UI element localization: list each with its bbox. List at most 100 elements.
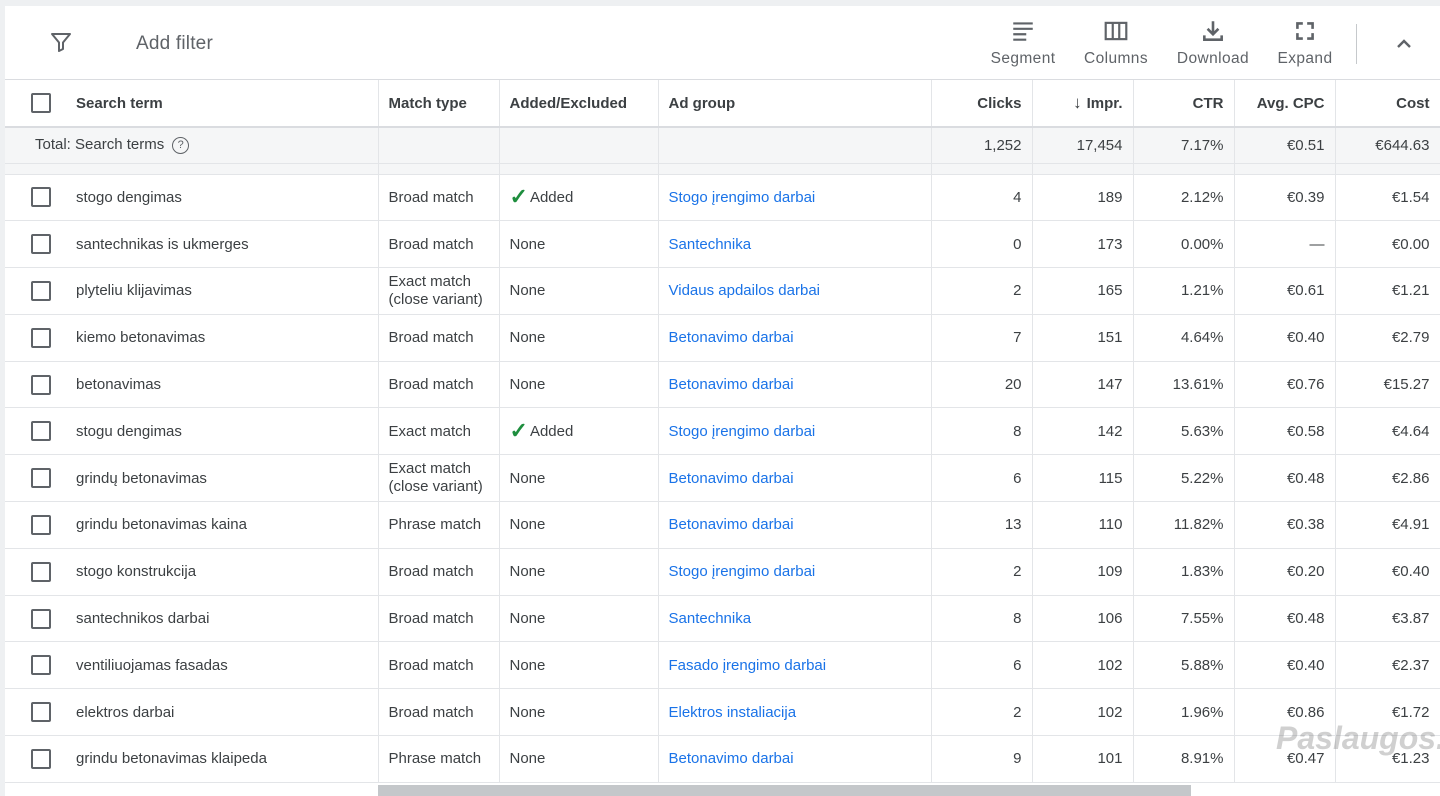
row-checkbox[interactable] (31, 608, 51, 629)
row-select-cell[interactable] (5, 220, 66, 269)
added-excluded-cell[interactable]: None (499, 501, 659, 549)
ad-group-link[interactable]: Betonavimo darbai (668, 376, 794, 394)
ad-group-link[interactable]: Vidaus apdailos darbai (668, 282, 821, 300)
row-select-cell[interactable] (5, 454, 66, 503)
row-checkbox[interactable] (31, 655, 51, 676)
row-checkbox[interactable] (31, 280, 51, 301)
added-excluded-cell[interactable]: None (499, 314, 659, 362)
avg-cpc-cell: €0.38 (1234, 501, 1336, 549)
column-header-cost[interactable]: Cost (1335, 80, 1440, 128)
table-row[interactable]: grindu betonavimas klaipeda Phrase match N… (5, 735, 1440, 783)
table-row[interactable]: stogo konstrukcija Broad match None Stogo į… (5, 548, 1440, 596)
search-term-cell: grindų betonavimas (66, 454, 379, 503)
row-select-cell[interactable] (5, 174, 66, 222)
table-row[interactable]: elektros darbai Broad match None Elektros i… (5, 688, 1440, 737)
row-select-cell[interactable] (5, 595, 66, 643)
avg-cpc-cell: €0.61 (1234, 267, 1336, 315)
row-select-cell[interactable] (5, 688, 66, 737)
help-icon[interactable]: ? (172, 137, 190, 155)
table-row[interactable]: santechnikas is ukmerges Broad match None S… (5, 220, 1440, 269)
row-select-cell[interactable] (5, 267, 66, 315)
match-type-cell: Exact match (close variant) (378, 454, 500, 503)
ad-group-link[interactable]: Santechnika (668, 610, 752, 628)
filter-icon[interactable] (49, 30, 73, 54)
row-checkbox[interactable] (31, 327, 51, 348)
column-header-ad-group[interactable]: Ad group (658, 80, 932, 128)
download-label: Download (1176, 50, 1250, 67)
row-checkbox[interactable] (31, 187, 51, 208)
row-select-cell[interactable] (5, 641, 66, 690)
added-excluded-cell[interactable]: None (499, 641, 659, 690)
table-row[interactable]: kiemo betonavimas Broad match None Betonavi… (5, 314, 1440, 362)
ad-group-link[interactable]: Betonavimo darbai (668, 469, 794, 487)
column-header-avg-cpc[interactable]: Avg. CPC (1234, 80, 1336, 128)
added-excluded-cell[interactable]: None (499, 735, 659, 783)
column-header-ctr[interactable]: CTR (1133, 80, 1235, 128)
segment-button[interactable]: Segment (990, 18, 1056, 74)
row-checkbox[interactable] (31, 702, 51, 723)
added-excluded-cell[interactable]: None (499, 595, 659, 643)
table-row[interactable]: grindų betonavimas Exact match (close var… (5, 454, 1440, 503)
column-header-impr[interactable]: ↓ Impr. (1032, 80, 1134, 128)
avg-cpc-cell: €0.86 (1234, 688, 1336, 737)
status-label: None (509, 563, 546, 581)
added-excluded-cell[interactable]: None (499, 220, 659, 269)
table-row[interactable]: santechnikos darbai Broad match None Santec… (5, 595, 1440, 643)
ad-group-link[interactable]: Santechnika (668, 235, 752, 253)
search-term-cell: santechnikas is ukmerges (66, 220, 379, 269)
column-header-added-excluded[interactable]: Added/Excluded (499, 80, 659, 128)
row-checkbox[interactable] (31, 514, 51, 535)
row-select-cell[interactable] (5, 407, 66, 456)
table-row[interactable]: stogo dengimas Broad match ✓ Added Stogo įre… (5, 174, 1440, 222)
ad-group-link[interactable]: Fasado įrengimo darbai (668, 656, 827, 674)
ad-group-link[interactable]: Betonavimo darbai (668, 516, 794, 534)
spacer-row (5, 163, 1440, 175)
row-select-cell[interactable] (5, 548, 66, 596)
row-select-cell[interactable] (5, 735, 66, 783)
row-select-cell[interactable] (5, 501, 66, 549)
added-excluded-cell[interactable]: None (499, 688, 659, 737)
download-button[interactable]: Download (1175, 18, 1251, 74)
table-row[interactable]: plyteliu klijavimas Exact match (close va… (5, 267, 1440, 315)
ad-group-link[interactable]: Stogo įrengimo darbai (668, 188, 816, 206)
row-checkbox[interactable] (31, 748, 51, 769)
match-type-cell: Broad match (378, 688, 500, 737)
avg-cpc-cell: €0.76 (1234, 361, 1336, 409)
impr-cell: 165 (1032, 267, 1134, 315)
added-excluded-cell[interactable]: None (499, 454, 659, 503)
table-row[interactable]: betonavimas Broad match None Betonavimo dar… (5, 361, 1440, 409)
ad-group-link[interactable]: Stogo įrengimo darbai (668, 422, 816, 440)
row-checkbox[interactable] (31, 234, 51, 255)
expand-button[interactable]: Expand (1275, 18, 1335, 74)
added-excluded-cell[interactable]: None (499, 548, 659, 596)
ctr-cell: 1.83% (1133, 548, 1235, 596)
table-row[interactable]: stogu dengimas Exact match ✓ Added Stogo įre… (5, 407, 1440, 456)
added-excluded-cell: ✓ Added (499, 407, 659, 456)
row-checkbox[interactable] (31, 374, 51, 395)
search-term-cell: elektros darbai (66, 688, 379, 737)
row-checkbox[interactable] (31, 561, 51, 582)
row-select-cell[interactable] (5, 314, 66, 362)
row-select-cell[interactable] (5, 361, 66, 409)
column-header-clicks[interactable]: Clicks (931, 80, 1033, 128)
added-excluded-cell[interactable]: None (499, 361, 659, 409)
column-header-search-term[interactable]: Search term (66, 80, 379, 128)
ad-group-link[interactable]: Elektros instaliacija (668, 703, 797, 721)
columns-button[interactable]: Columns (1083, 18, 1149, 74)
column-header-match-type[interactable]: Match type (378, 80, 500, 128)
added-excluded-cell[interactable]: None (499, 267, 659, 315)
horizontal-scrollbar[interactable] (378, 785, 1191, 796)
table-row[interactable]: ventiliuojamas fasadas Broad match None Fas… (5, 641, 1440, 690)
ad-group-link[interactable]: Betonavimo darbai (668, 750, 794, 768)
row-checkbox[interactable] (31, 421, 51, 442)
table-row[interactable]: grindu betonavimas kaina Phrase match None… (5, 501, 1440, 549)
ad-group-link[interactable]: Stogo įrengimo darbai (668, 563, 816, 581)
select-all-checkbox[interactable] (31, 93, 51, 113)
spacer (499, 163, 659, 175)
add-filter-button[interactable]: Add filter (136, 33, 213, 54)
status-label: None (509, 703, 546, 721)
row-checkbox[interactable] (31, 468, 51, 489)
chevron-up-icon[interactable] (1392, 32, 1416, 56)
ad-group-link[interactable]: Betonavimo darbai (668, 329, 794, 347)
header-select-all[interactable] (5, 80, 66, 128)
